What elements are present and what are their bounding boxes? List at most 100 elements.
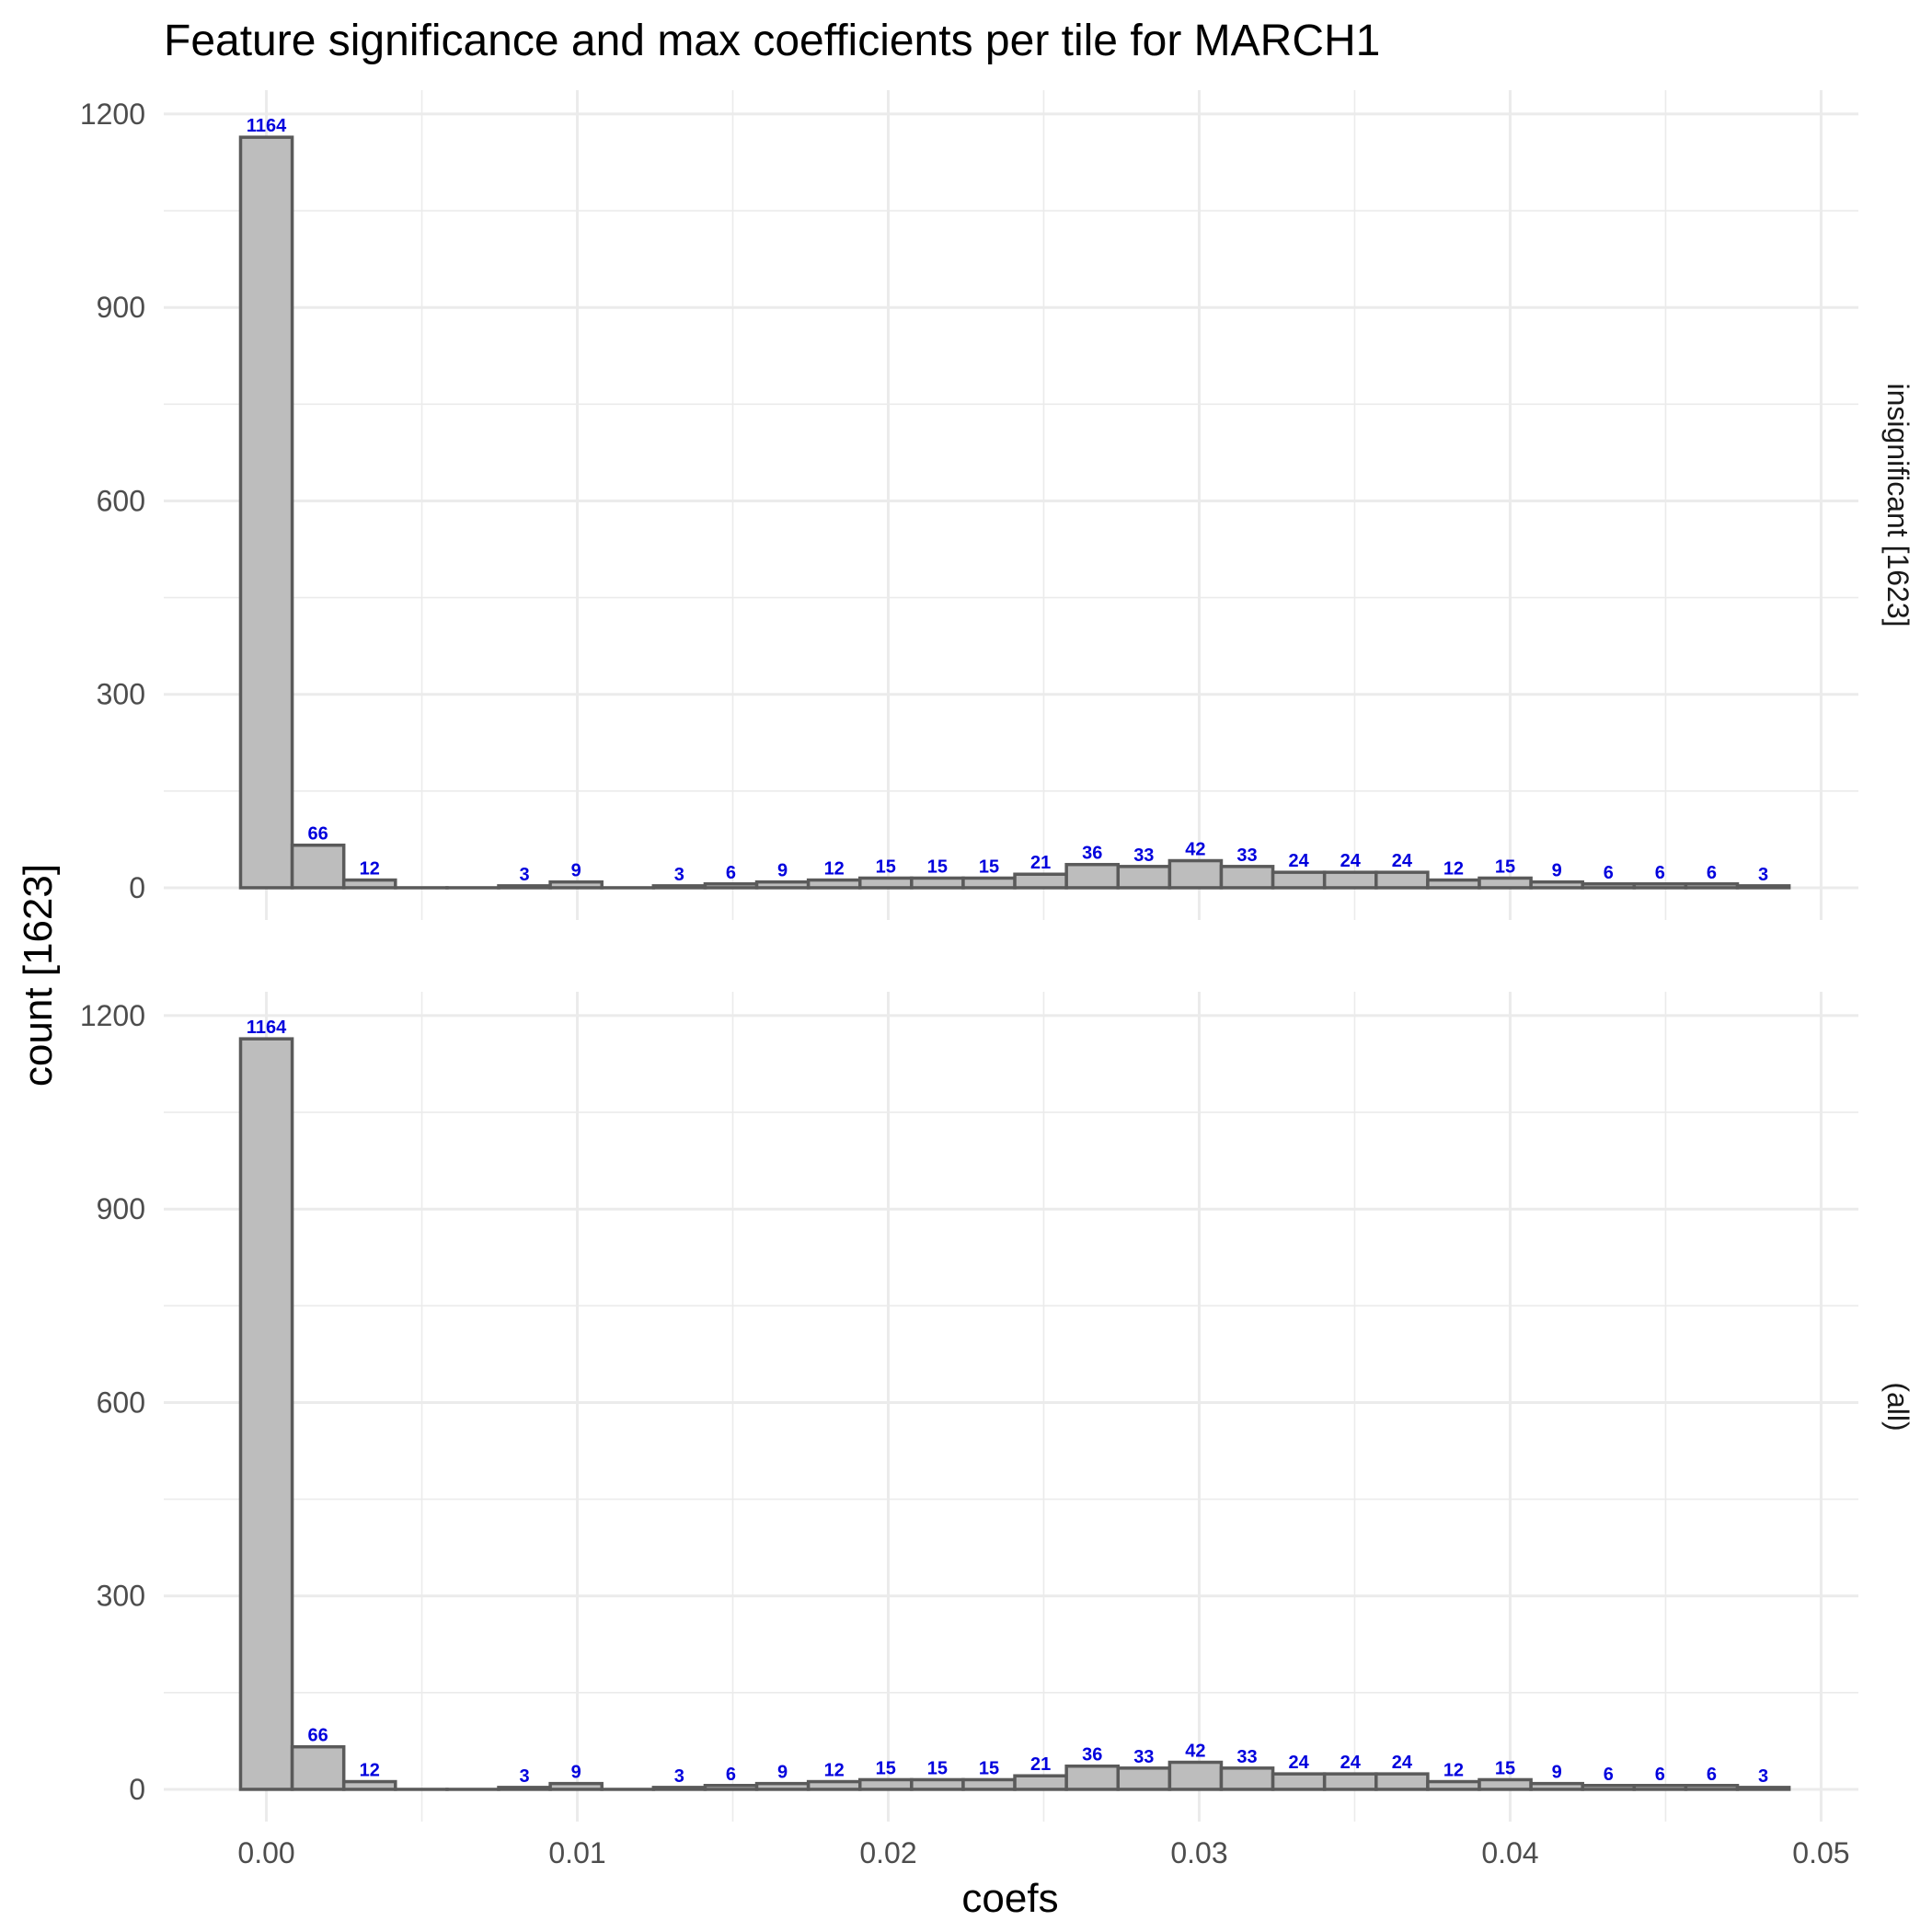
histogram-bar bbox=[497, 1786, 552, 1791]
bar-count-label: 36 bbox=[1082, 1745, 1102, 1765]
histogram-bar bbox=[1478, 1777, 1533, 1791]
bar-count-label: 9 bbox=[777, 1763, 788, 1783]
histogram-bar bbox=[1632, 1784, 1688, 1791]
bar-count-label: 6 bbox=[726, 863, 736, 883]
histogram-bar bbox=[703, 882, 759, 890]
bar-count-label: 12 bbox=[1443, 1761, 1464, 1781]
bar-count-label: 15 bbox=[1495, 1758, 1515, 1778]
histogram-bar bbox=[341, 1779, 397, 1791]
histogram-bar bbox=[290, 843, 346, 890]
histogram-bar bbox=[1167, 1760, 1224, 1791]
bar-count-label: 12 bbox=[360, 859, 380, 880]
bar-count-label: 9 bbox=[1552, 1763, 1562, 1783]
bar-count-label: 12 bbox=[824, 1761, 845, 1781]
histogram-bar bbox=[1219, 1766, 1275, 1791]
bar-count-label: 6 bbox=[1655, 863, 1665, 883]
chart-title: Feature significance and max coefficient… bbox=[164, 17, 1380, 65]
histogram-bar bbox=[857, 1777, 914, 1791]
histogram-bar bbox=[961, 1777, 1017, 1791]
histogram-bar bbox=[1064, 862, 1121, 890]
bar-count-label: 3 bbox=[1758, 1766, 1768, 1787]
bar-count-label: 15 bbox=[979, 857, 999, 877]
bar-count-label: 33 bbox=[1236, 845, 1257, 866]
bar-count-label: 12 bbox=[360, 1761, 380, 1781]
bar-count-label: 3 bbox=[519, 865, 529, 885]
histogram-bar bbox=[290, 1744, 346, 1791]
histogram-bar bbox=[1322, 1772, 1378, 1791]
histogram-bar bbox=[1684, 882, 1740, 890]
histogram-bar bbox=[1271, 870, 1327, 890]
bar-count-label: 24 bbox=[1289, 1753, 1310, 1773]
bar-count-label: 66 bbox=[308, 824, 328, 845]
facet-strip-label: (all) bbox=[1881, 1382, 1915, 1431]
bar-count-label: 21 bbox=[1030, 1754, 1051, 1775]
histogram-bar bbox=[806, 878, 862, 890]
bar-count-label: 6 bbox=[726, 1765, 736, 1785]
bar-count-label: 1164 bbox=[247, 116, 287, 136]
facet-strip-label: insignificant [1623] bbox=[1881, 383, 1915, 627]
histogram-bar bbox=[806, 1779, 862, 1791]
x-tick-label: 0.05 bbox=[1792, 1836, 1849, 1869]
histogram-bar bbox=[703, 1784, 759, 1791]
histogram-bar bbox=[1374, 1772, 1430, 1791]
histogram-bar bbox=[548, 1781, 604, 1791]
bar-count-label: 12 bbox=[1443, 859, 1464, 880]
histogram-bar bbox=[961, 876, 1017, 890]
histogram-bar bbox=[238, 135, 294, 890]
bar-count-label: 6 bbox=[1655, 1765, 1665, 1785]
bar-count-label: 24 bbox=[1340, 851, 1362, 871]
y-tick-label: 0 bbox=[129, 871, 145, 904]
histogram-bar bbox=[497, 884, 552, 890]
bar-count-label: 9 bbox=[571, 1763, 581, 1783]
y-tick-label: 900 bbox=[97, 1192, 145, 1225]
y-tick-label: 300 bbox=[97, 1580, 145, 1613]
bar-count-label: 33 bbox=[1133, 845, 1154, 866]
bar-count-label: 36 bbox=[1082, 844, 1102, 864]
bar-count-label: 21 bbox=[1030, 853, 1051, 873]
histogram-bar bbox=[1735, 1786, 1791, 1791]
y-axis-title: count [1623] bbox=[16, 864, 61, 1087]
bar-count-label: 15 bbox=[979, 1758, 999, 1778]
bar-count-label: 24 bbox=[1340, 1753, 1362, 1773]
histogram-bar bbox=[1013, 1774, 1068, 1791]
y-tick-label: 300 bbox=[97, 678, 145, 711]
x-tick-label: 0.04 bbox=[1481, 1836, 1538, 1869]
histogram-bar bbox=[1735, 884, 1791, 890]
bar-count-label: 15 bbox=[876, 1758, 896, 1778]
bar-count-label: 33 bbox=[1236, 1747, 1257, 1767]
y-tick-label: 0 bbox=[129, 1773, 145, 1806]
histogram-bar bbox=[1529, 1781, 1584, 1791]
histogram-bar bbox=[1116, 865, 1172, 890]
bar-count-label: 3 bbox=[674, 865, 684, 885]
bar-count-label: 24 bbox=[1392, 1753, 1413, 1773]
bar-count-label: 15 bbox=[1495, 857, 1515, 877]
bar-count-label: 42 bbox=[1185, 840, 1205, 860]
x-tick-label: 0.01 bbox=[548, 1836, 605, 1869]
histogram-bar bbox=[1632, 882, 1688, 890]
y-tick-label: 600 bbox=[97, 484, 145, 517]
y-tick-label: 1200 bbox=[80, 999, 145, 1032]
histogram-bar bbox=[910, 876, 965, 890]
bar-count-label: 66 bbox=[308, 1726, 328, 1746]
bar-count-label: 15 bbox=[876, 857, 896, 877]
bar-count-label: 15 bbox=[927, 857, 948, 877]
histogram-bar bbox=[1426, 878, 1481, 890]
histogram-bar bbox=[651, 884, 707, 890]
bar-count-label: 9 bbox=[571, 861, 581, 881]
x-tick-label: 0.03 bbox=[1170, 1836, 1227, 1869]
bar-count-label: 9 bbox=[1552, 861, 1562, 881]
bar-count-label: 33 bbox=[1133, 1747, 1154, 1767]
histogram-bar bbox=[1219, 865, 1275, 890]
histogram-bar bbox=[857, 876, 914, 890]
bar-count-label: 6 bbox=[1707, 863, 1717, 883]
bar-count-label: 6 bbox=[1604, 1765, 1614, 1785]
histogram-bar bbox=[651, 1786, 707, 1791]
y-tick-label: 600 bbox=[97, 1386, 145, 1419]
bar-count-label: 3 bbox=[674, 1766, 684, 1787]
y-tick-label: 900 bbox=[97, 291, 145, 324]
histogram-bar bbox=[1581, 882, 1637, 890]
histogram-bar bbox=[754, 1781, 811, 1791]
